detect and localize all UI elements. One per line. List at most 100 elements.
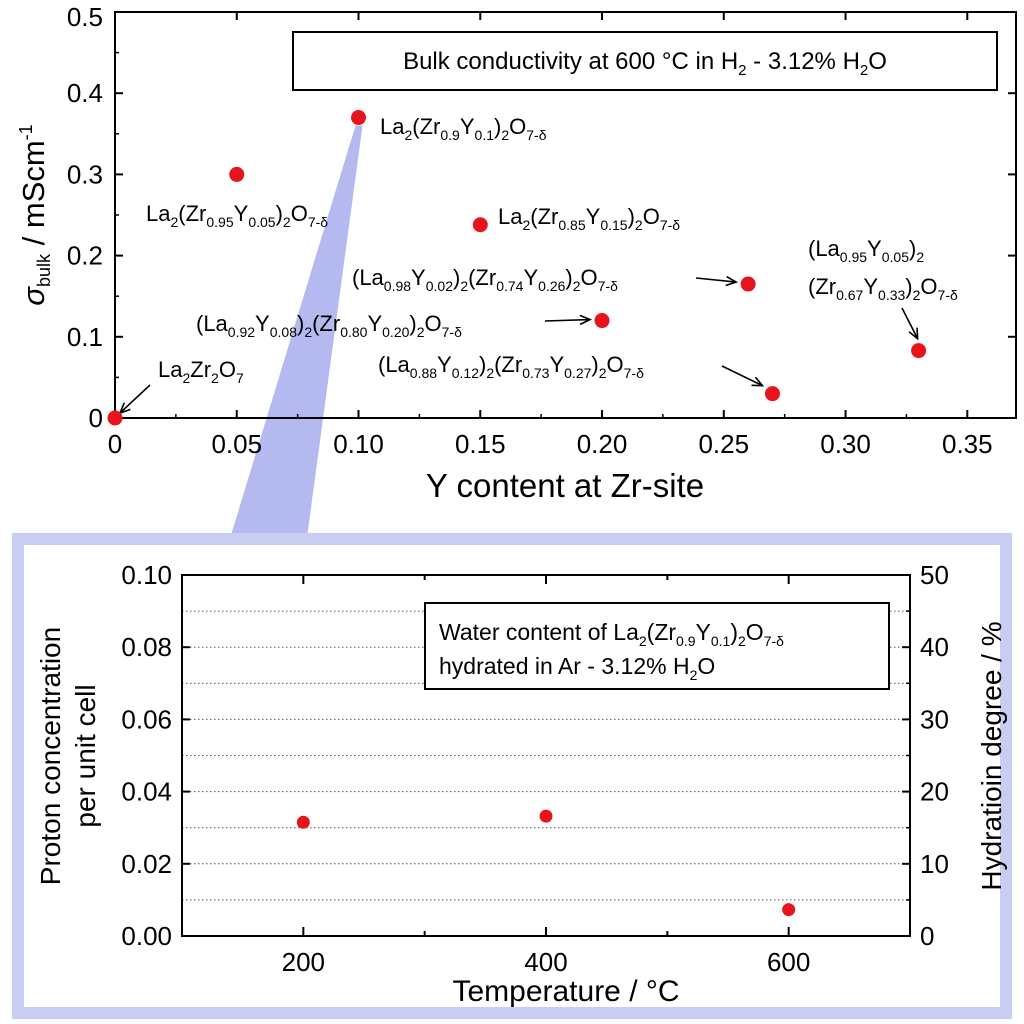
arrow-head [908, 327, 919, 341]
formula-part: Zr [190, 357, 211, 382]
chart2-x-axis-title: Temperature / °C [452, 975, 679, 1008]
formula-part: Y [523, 265, 538, 290]
point-label: La2Zr2O7 [158, 357, 244, 386]
formula-part: O [697, 653, 715, 679]
data-point [296, 815, 310, 829]
formula-part: ) [909, 236, 916, 261]
formula-part: La [498, 204, 523, 229]
y-tick-label: 0.08 [121, 632, 172, 662]
formula-part: ) [297, 311, 304, 336]
x-tick-label: 0.25 [698, 429, 749, 459]
formula-part: 0.27 [564, 365, 591, 381]
formula-part: 2 [738, 633, 746, 649]
formula-part: O [607, 352, 624, 377]
arrow-head [579, 314, 592, 326]
formula-part: ) [905, 274, 912, 299]
y-tick-label: 0.04 [121, 777, 172, 807]
chart2-points [296, 809, 796, 917]
formula-part: 0.1 [711, 633, 731, 649]
annotation-arrow [695, 277, 737, 283]
formula-part: 2 [170, 214, 178, 230]
formula-part: 0.73 [522, 365, 549, 381]
formula-part: ) [730, 619, 738, 645]
y-tick-label: 0 [89, 403, 103, 433]
data-point [911, 343, 927, 359]
formula-part: ) [276, 201, 283, 226]
formula-part: O [425, 311, 442, 336]
chart2-y2-axis-title: Hydratioin degree / % [976, 621, 1007, 890]
y-tick-label: 0.02 [121, 849, 172, 879]
point-label: (La0.98Y0.02)2(Zr0.74Y0.26)2O7-δ [352, 265, 618, 294]
y2-tick-label: 0 [920, 921, 934, 951]
formula-part: Y [411, 265, 426, 290]
formula-part: ) [591, 352, 598, 377]
formula-part: 0.74 [496, 278, 523, 294]
formula-part: (Zr [312, 311, 340, 336]
inset-frame [12, 533, 1012, 1019]
formula-part: Y [367, 311, 382, 336]
formula-part: 2 [635, 217, 643, 233]
y-tick-label: 0.3 [67, 159, 103, 189]
formula-part: 2 [916, 249, 924, 265]
formula-part: 0.05 [248, 214, 275, 230]
y2-tick-label: 10 [920, 849, 949, 879]
formula-part: 2 [283, 214, 291, 230]
title-line: Water content of La2(Zr0.9Y0.1)2O7-δ [439, 619, 784, 649]
chart2-ticks: 200 400 600 0.00 0.02 0.04 0.06 0.08 0.10 0 10 20 30… [121, 560, 949, 977]
formula-part: Y [234, 201, 249, 226]
x-tick-label: 0 [108, 429, 122, 459]
formula-part: 0.08 [270, 324, 297, 340]
formula-part: O [920, 274, 937, 299]
formula-part: Y [549, 352, 564, 377]
formula-part: 2 [599, 365, 607, 381]
formula-part: O [746, 619, 764, 645]
formula-part: 2 [417, 324, 425, 340]
y-tick-label: 0.06 [121, 704, 172, 734]
formula-part: O [643, 204, 660, 229]
y-tick-label: 0.4 [67, 78, 103, 108]
formula-part: ) [479, 352, 486, 377]
formula-part: (Zr [468, 265, 496, 290]
formula-part: O [291, 201, 308, 226]
formula-part: 2 [501, 127, 509, 143]
data-point [594, 313, 610, 329]
y-tick-label: 0.2 [67, 241, 103, 271]
formula-part: 2 [738, 62, 746, 79]
data-point [472, 217, 488, 233]
formula-part: 7-δ [660, 217, 680, 233]
formula-part: Y [867, 236, 882, 261]
chart1-ticks: 0 0.05 0.10 0.15 0.20 0.25 0.30 0.35 0 0.1 0.2 0.3 0… [67, 2, 1016, 459]
formula-part: 2 [690, 667, 698, 683]
x-tick-label: 200 [282, 947, 325, 977]
y-tick-label: 0.5 [67, 2, 103, 32]
formula-part: 7-δ [938, 287, 958, 303]
formula-part: ) [565, 265, 572, 290]
formula-part: 7-δ [442, 324, 462, 340]
data-point [351, 110, 367, 126]
formula-part: (Zr [647, 619, 677, 645]
formula-part: Y [586, 204, 601, 229]
y2-tick-label: 40 [920, 632, 949, 662]
formula-part: (La [196, 311, 229, 336]
formula-part: 2 [304, 324, 312, 340]
y2-tick-label: 20 [920, 777, 949, 807]
point-label: La2(Zr0.85Y0.15)2O7-δ [498, 204, 680, 233]
formula-part: 0.80 [340, 324, 367, 340]
data-point [539, 809, 553, 823]
formula-part: 0.85 [558, 217, 585, 233]
formula-part: 2 [913, 287, 921, 303]
formula-part: hydrated in Ar - 3.12% H [439, 653, 690, 679]
x-tick-label: 0.30 [820, 429, 871, 459]
formula-part: Y [696, 619, 711, 645]
point-label: La2(Zr0.9Y0.1)2O7-δ [380, 114, 547, 143]
arrow-head [725, 275, 739, 287]
x-tick-label: 0.35 [942, 429, 993, 459]
formula-part: 0.98 [384, 278, 411, 294]
formula-part: 2 [460, 278, 468, 294]
formula-part: 0.92 [228, 324, 255, 340]
formula-part: 2 [522, 217, 530, 233]
formula-part: 0.67 [836, 287, 863, 303]
formula-part: 0.88 [410, 365, 437, 381]
formula-part: Y [437, 352, 452, 377]
